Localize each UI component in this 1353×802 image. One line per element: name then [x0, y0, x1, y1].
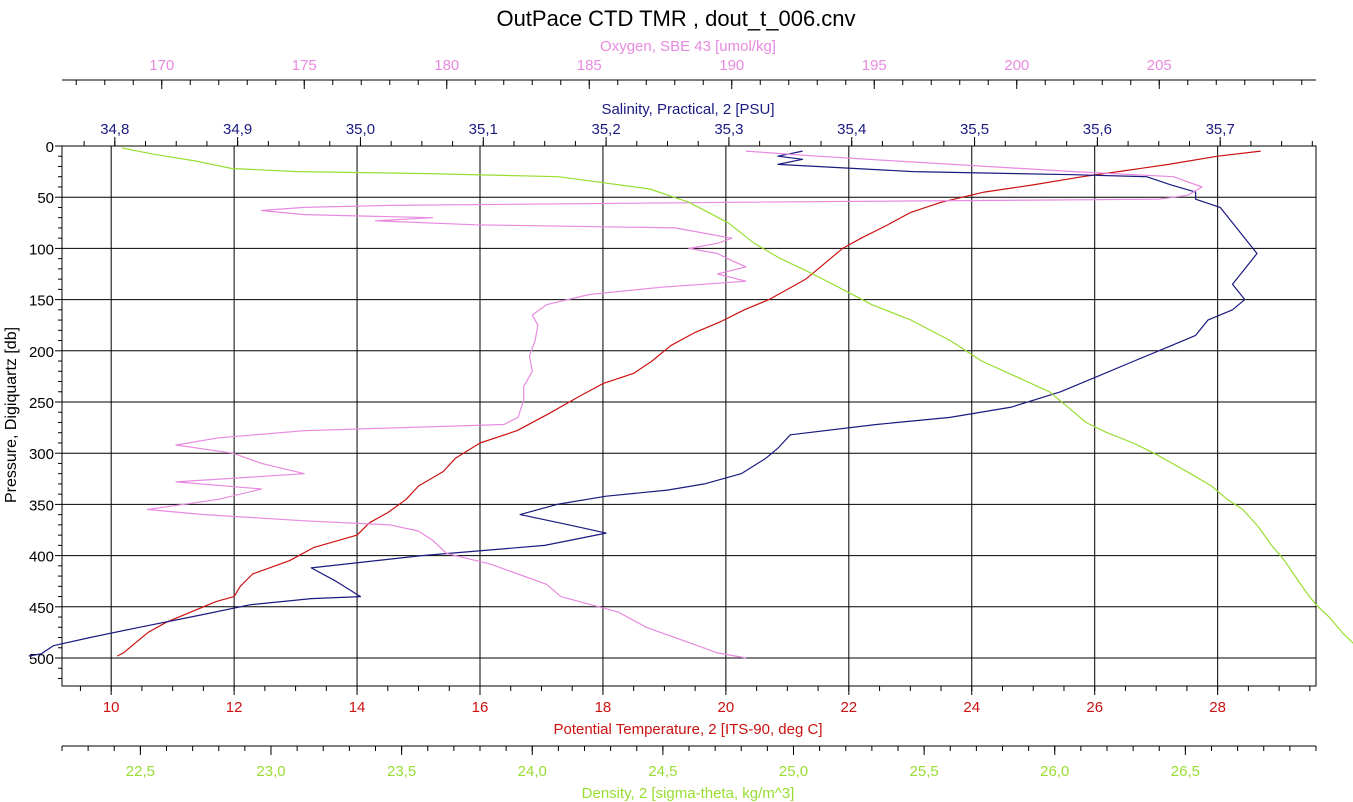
density-tick-label: 24,0	[518, 763, 547, 780]
density-tick-label: 26,0	[1040, 763, 1069, 780]
density-tick-label: 22,5	[126, 763, 155, 780]
salinity-axis-label: Salinity, Practical, 2 [PSU]	[601, 101, 774, 118]
salinity-tick-label: 35,7	[1206, 121, 1235, 138]
pressure-tick-label: 0	[46, 139, 54, 156]
salinity-tick-label: 35,0	[346, 121, 375, 138]
temperature-tick-label: 18	[595, 699, 612, 716]
density-tick-label: 26,5	[1171, 763, 1200, 780]
pressure-tick-label: 450	[29, 600, 54, 617]
oxygen-series-line	[146, 150, 1203, 659]
pressure-tick-label: 100	[29, 241, 54, 258]
oxygen-axis-label: Oxygen, SBE 43 [umol/kg]	[600, 38, 776, 55]
density-series-line	[121, 147, 1353, 644]
pressure-tick-label: 50	[37, 190, 54, 207]
oxygen-tick-label: 185	[577, 57, 602, 74]
grid	[62, 146, 1316, 686]
temperature-tick-label: 16	[472, 699, 489, 716]
density-axis-label: Density, 2 [sigma-theta, kg/m^3]	[582, 785, 795, 802]
salinity-tick-label: 35,6	[1083, 121, 1112, 138]
salinity-series-line	[28, 150, 1258, 657]
salinity-tick-label: 35,4	[837, 121, 866, 138]
temperature-tick-label: 12	[226, 699, 243, 716]
density-tick-label: 25,0	[779, 763, 808, 780]
oxygen-tick-label: 205	[1147, 57, 1172, 74]
temperature-tick-label: 20	[718, 699, 735, 716]
temperature-tick-label: 22	[840, 699, 857, 716]
oxygen-tick-label: 170	[149, 57, 174, 74]
temperature-axis-label: Potential Temperature, 2 [ITS-90, deg C]	[553, 721, 822, 738]
oxygen-tick-label: 195	[862, 57, 887, 74]
salinity-tick-label: 35,3	[714, 121, 743, 138]
density-tick-label: 23,5	[387, 763, 416, 780]
temperature-series-line	[117, 150, 1261, 657]
pressure-tick-label: 200	[29, 344, 54, 361]
pressure-axis-label: Pressure, Digiquartz [db]	[3, 327, 20, 503]
salinity-tick-label: 34,9	[223, 121, 252, 138]
salinity-tick-label: 35,2	[591, 121, 620, 138]
temperature-tick-label: 10	[103, 699, 120, 716]
temperature-tick-label: 14	[349, 699, 366, 716]
oxygen-tick-label: 180	[434, 57, 459, 74]
series	[28, 147, 1353, 659]
temperature-tick-label: 28	[1209, 699, 1226, 716]
oxygen-tick-label: 200	[1004, 57, 1029, 74]
temperature-tick-label: 24	[963, 699, 980, 716]
density-tick-label: 23,0	[256, 763, 285, 780]
pressure-tick-label: 150	[29, 293, 54, 310]
labels: OutPace CTD TMR , dout_t_006.cnv Oxygen,…	[3, 6, 856, 802]
salinity-tick-label: 34,8	[100, 121, 129, 138]
oxygen-tick-label: 175	[292, 57, 317, 74]
oxygen-tick-label: 190	[719, 57, 744, 74]
pressure-tick-label: 400	[29, 549, 54, 566]
salinity-tick-label: 35,5	[960, 121, 989, 138]
pressure-tick-label: 350	[29, 497, 54, 514]
density-tick-label: 24,5	[648, 763, 677, 780]
density-tick-label: 25,5	[910, 763, 939, 780]
chart-title: OutPace CTD TMR , dout_t_006.cnv	[496, 6, 855, 31]
pressure-tick-label: 250	[29, 395, 54, 412]
salinity-tick-label: 35,1	[469, 121, 498, 138]
temperature-tick-label: 26	[1086, 699, 1103, 716]
pressure-tick-label: 300	[29, 446, 54, 463]
